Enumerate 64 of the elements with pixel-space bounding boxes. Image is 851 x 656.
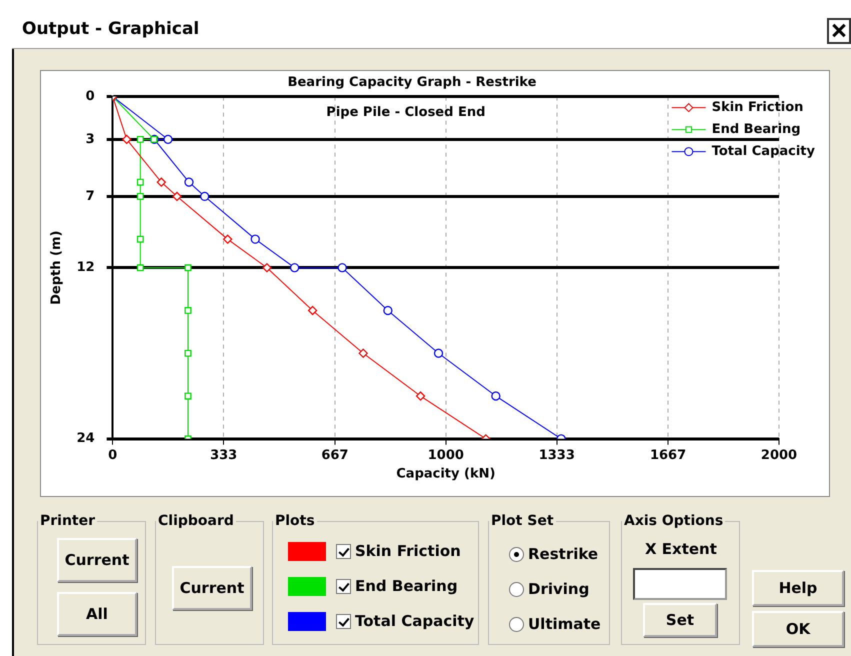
x-axis-title: Capacity (kN) bbox=[396, 466, 496, 482]
text: Printer bbox=[39, 513, 96, 529]
point bbox=[172, 192, 182, 202]
legend-label: Total Capacity bbox=[712, 144, 816, 159]
text: Total Capacity bbox=[355, 612, 474, 630]
point bbox=[491, 391, 500, 401]
x-tick-label: 1000 bbox=[428, 448, 464, 463]
button: Help bbox=[752, 570, 844, 606]
text: Driving bbox=[528, 580, 590, 598]
button: Current bbox=[172, 566, 252, 610]
point bbox=[358, 348, 368, 358]
x-tick-label: 0 bbox=[108, 448, 118, 463]
y-tick-label: 7 bbox=[86, 188, 95, 204]
point bbox=[136, 236, 144, 243]
y-tick-label: 0 bbox=[86, 88, 95, 104]
point bbox=[136, 192, 144, 200]
text: Axis Options bbox=[623, 513, 724, 529]
text: Ultimate bbox=[528, 615, 601, 633]
text: Plots bbox=[274, 513, 316, 529]
y-axis-title: Depth (m) bbox=[49, 230, 64, 305]
point bbox=[308, 306, 318, 316]
point bbox=[250, 234, 260, 244]
point bbox=[136, 264, 144, 272]
point bbox=[122, 134, 132, 144]
legend-label: End Bearing bbox=[712, 122, 801, 137]
point bbox=[338, 263, 347, 272]
point bbox=[200, 192, 210, 202]
button: Current bbox=[57, 538, 137, 582]
y-tick-label: 24 bbox=[76, 431, 95, 446]
y-tick-label: 3 bbox=[86, 132, 95, 147]
button: OK bbox=[752, 611, 844, 647]
point bbox=[262, 263, 272, 272]
point bbox=[156, 178, 166, 187]
point bbox=[223, 234, 232, 244]
point bbox=[416, 391, 426, 401]
chart-title: Bearing Capacity Graph - Restrike bbox=[288, 75, 537, 90]
x-tick-label: 1667 bbox=[650, 448, 686, 463]
text: Skin Friction bbox=[355, 542, 461, 560]
point bbox=[184, 307, 192, 314]
point bbox=[434, 348, 444, 358]
text: X Extent bbox=[645, 540, 717, 558]
point bbox=[383, 306, 392, 316]
text: Output - Graphical bbox=[22, 19, 200, 39]
text: Restrike bbox=[528, 545, 598, 563]
point bbox=[136, 136, 144, 143]
text: Plot Set bbox=[490, 513, 555, 529]
legend-label: Skin Friction bbox=[712, 100, 804, 115]
x-tick-label: 667 bbox=[321, 448, 348, 463]
point bbox=[136, 178, 144, 186]
x-tick-label: 1333 bbox=[538, 448, 575, 463]
point bbox=[184, 264, 192, 272]
button: Set bbox=[643, 603, 717, 637]
x-tick-label: 333 bbox=[210, 448, 238, 463]
button: All bbox=[57, 592, 137, 636]
text: Clipboard bbox=[157, 513, 235, 529]
text: Pipe Pile - Closed End bbox=[326, 104, 486, 120]
x-tick-label: 2000 bbox=[760, 448, 798, 463]
point bbox=[184, 350, 192, 357]
y-tick-label: 12 bbox=[76, 260, 95, 276]
point bbox=[163, 134, 173, 144]
point bbox=[184, 392, 192, 400]
point bbox=[290, 263, 300, 272]
point bbox=[184, 178, 194, 187]
text: End Bearing bbox=[355, 577, 458, 595]
